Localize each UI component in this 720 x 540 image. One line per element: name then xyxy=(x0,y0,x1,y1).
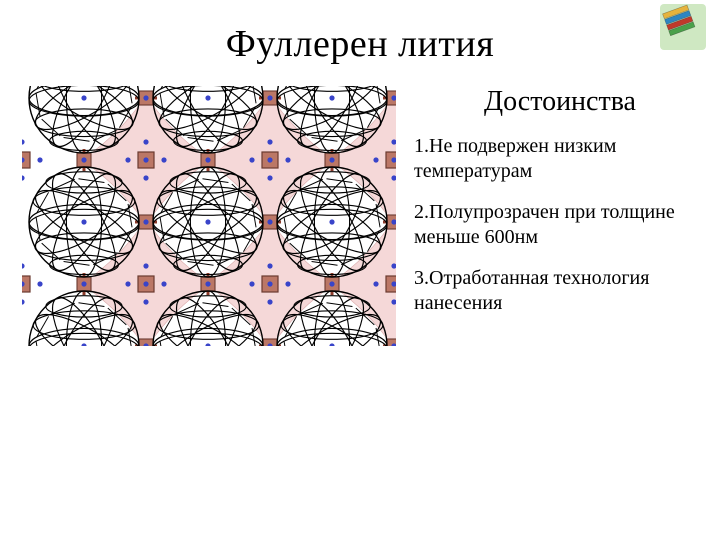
slide: Фуллерен лития Достоинства 1.Не подверже… xyxy=(0,0,720,540)
list-item: 3.Отработанная технология нанесения xyxy=(414,266,690,316)
fullerene-lattice-figure xyxy=(22,86,396,346)
advantages-heading: Достоинства xyxy=(420,86,700,118)
list-item: 2.Полупрозрачен при толщине меньше 600нм xyxy=(414,200,690,250)
advantages-list: 1.Не подвержен низким температурам 2.Пол… xyxy=(414,134,690,332)
page-title: Фуллерен лития xyxy=(0,22,720,66)
list-item: 1.Не подвержен низким температурам xyxy=(414,134,690,184)
